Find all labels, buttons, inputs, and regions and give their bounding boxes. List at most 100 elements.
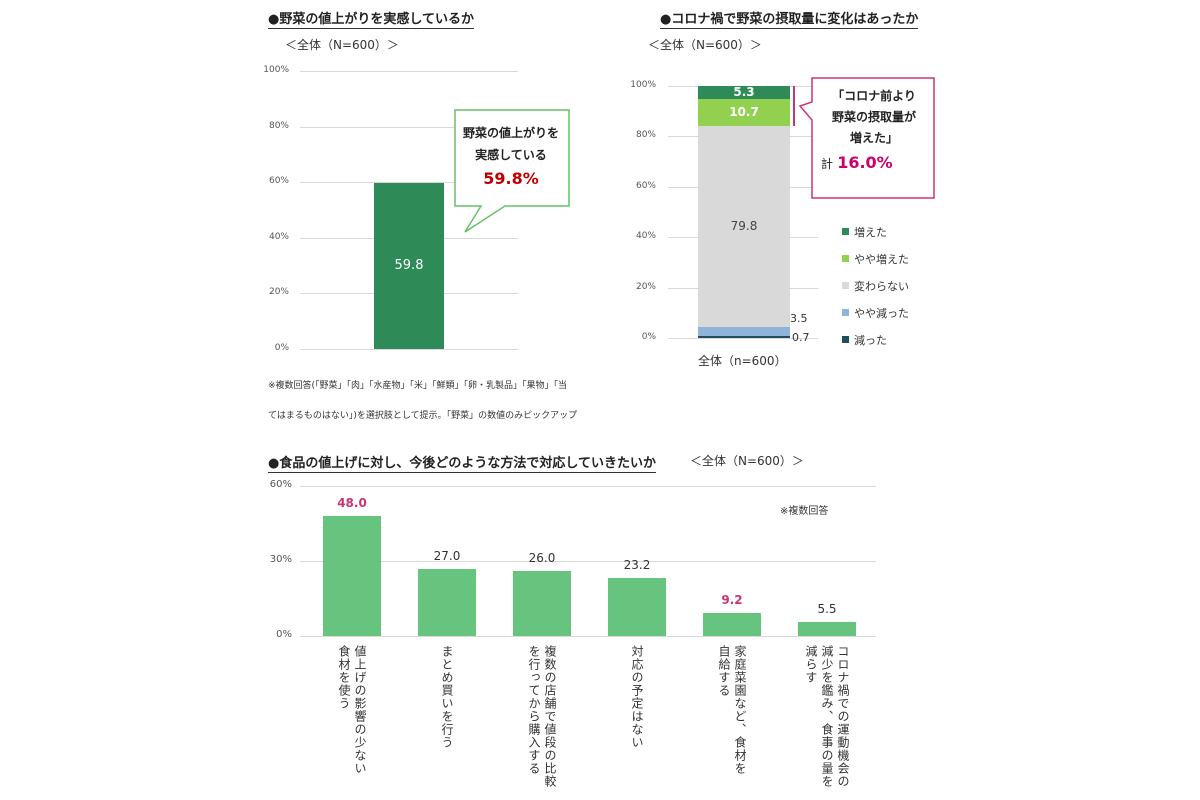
- chart3-bar-5: [798, 622, 856, 636]
- chart1-bar-value-label: 59.8: [394, 257, 424, 273]
- chart2-category-label: 全体（n=600）: [698, 354, 787, 368]
- chart2-legend: 増えたやや増えた変わらないやや減った減った: [842, 218, 909, 353]
- chart2-label-decreased: 0.7: [792, 331, 810, 344]
- chart2-label-slightly-decreased: 3.5: [790, 312, 808, 325]
- chart1-subtitle: ＜全体（N=600）＞: [285, 38, 399, 52]
- chart2-callout-line3: 増えた」: [849, 131, 898, 145]
- chart3-bar-2: [513, 571, 571, 636]
- chart1-ytick: 60%: [268, 176, 289, 187]
- chart3-category-label-5: コロナ禍での運動機会の 減少を鑑み、食事の量を 減らす: [803, 645, 851, 795]
- chart3-gridline: [300, 636, 876, 637]
- chart1-gridline: [300, 182, 518, 184]
- chart3-category-line: 対応の予定はない: [630, 645, 644, 749]
- chart3-ytick: 60%: [269, 479, 292, 490]
- chart2-legend-swatch: [842, 309, 849, 316]
- chart3-bar-0: [323, 516, 381, 636]
- chart1-gridline: [300, 349, 518, 350]
- chart3-ytick: 30%: [269, 554, 292, 565]
- chart3-subtitle: ＜全体（N=600）＞: [690, 454, 804, 468]
- chart2-legend-item: 変わらない: [842, 272, 909, 299]
- chart3-category-line: まとめ買いを行う: [440, 645, 454, 749]
- chart2-ytick: 40%: [635, 231, 656, 242]
- chart2-callout-shape: [798, 77, 935, 199]
- chart3-gridline: [300, 486, 876, 487]
- chart2-callout-total: 16.0%: [837, 153, 893, 172]
- chart3-ytick: 0%: [276, 629, 292, 640]
- chart1-ytick: 0%: [274, 343, 289, 353]
- chart1-ytick: 40%: [268, 231, 289, 242]
- chart2-legend-label: 増えた: [854, 225, 887, 239]
- chart3-bar-4: [703, 613, 761, 636]
- chart2-title: ●コロナ禍で野菜の摂取量に変化はあったか: [660, 8, 919, 29]
- chart3-category-line: 減らす: [804, 645, 818, 684]
- chart2-legend-item: 増えた: [842, 218, 909, 245]
- chart3-category-line: コロナ禍での運動機会の: [836, 645, 850, 788]
- chart1-callout-value: 59.8%: [483, 169, 539, 188]
- chart2-ytick: 0%: [641, 332, 656, 342]
- chart2-legend-label: やや減った: [854, 306, 909, 320]
- chart2-segment-1: [698, 327, 790, 337]
- chart3-title: ●食品の値上げに対し、今後どのような方法で対応していきたいか: [268, 452, 656, 473]
- chart3-category-line: 複数の店舗で値段の比較: [543, 645, 557, 788]
- chart3-category-label-0: 値上げの影響の少ない 食材を使う: [336, 645, 368, 795]
- chart2-callout-line1: 「コロナ前より: [832, 89, 916, 103]
- chart2-segment-label-4: 5.3: [733, 84, 755, 99]
- chart3-category-label-3: 対応の予定はない: [629, 645, 645, 795]
- chart2-segment-0: [698, 336, 790, 338]
- chart3-value-label-5: 5.5: [817, 602, 837, 617]
- chart1-note-line2: てはまるものはない」)を選択肢として提示。「野菜」の数値のみピックアップ: [268, 411, 578, 421]
- chart3-category-line: 家庭菜園など、食材を: [733, 645, 747, 775]
- chart2-callout: [798, 77, 935, 199]
- chart2-ytick: 100%: [630, 80, 656, 90]
- chart2-legend-label: 変わらない: [854, 279, 909, 293]
- chart2-ytick: 80%: [635, 130, 656, 141]
- chart2-callout-line2: 野菜の摂取量が: [831, 110, 916, 124]
- chart2-ytick: 60%: [635, 180, 656, 191]
- chart2-segment-label-3: 10.7: [729, 104, 759, 119]
- chart1-callout-line1: 野菜の値上がりを: [462, 126, 559, 140]
- chart2-segment-4: [698, 86, 790, 100]
- chart3-category-label-1: まとめ買いを行う: [439, 645, 455, 795]
- chart2-subtitle: ＜全体（N=600）＞: [648, 38, 762, 52]
- chart1-ytick: 80%: [268, 120, 289, 131]
- chart3-bar-3: [608, 578, 666, 636]
- chart3-value-label-2: 26.0: [528, 551, 556, 565]
- chart2-ytick: 20%: [635, 281, 656, 292]
- chart3-category-label-4: 家庭菜園など、食材を 自給する: [716, 645, 748, 795]
- chart3-category-line: 食材を使う: [337, 645, 351, 710]
- chart1-title: ●野菜の値上がりを実感しているか: [268, 8, 474, 29]
- chart1-callout-line2: 実感している: [475, 148, 547, 162]
- chart3-note: ※複数回答: [780, 506, 829, 517]
- chart3-value-label-4: 9.2: [721, 593, 743, 607]
- chart2-legend-item: やや減った: [842, 299, 909, 326]
- chart2-segment-3: [698, 99, 790, 127]
- chart2-legend-swatch: [842, 282, 849, 289]
- chart1-callout-shape: [454, 109, 570, 233]
- chart3-category-label-2: 複数の店舗で値段の比較 を行ってから購入する: [526, 645, 558, 795]
- chart1-gridline: [300, 71, 518, 72]
- chart2-legend-swatch: [842, 336, 849, 343]
- chart2-legend-swatch: [842, 228, 849, 235]
- chart2-segment-label-2: 79.8: [730, 218, 758, 233]
- chart3-category-line: 値上げの影響の少ない: [353, 645, 367, 775]
- chart1-callout: [454, 109, 570, 233]
- chart1-note-line1: ※複数回答(「野菜」「肉」「水産物」「米」「鮮類」「卵・乳製品」「果物」「当: [268, 381, 568, 391]
- chart2-callout-text: 「コロナ前より 野菜の摂取量が 増えた」 計 16.0%: [815, 86, 933, 175]
- chart3-value-label-1: 27.0: [433, 548, 461, 563]
- chart3-bar-1: [418, 568, 476, 636]
- chart2-legend-swatch: [842, 255, 849, 262]
- chart3-category-line: 減少を鑑み、食事の量を: [820, 645, 834, 788]
- chart2-gridline: [668, 338, 818, 339]
- chart2-legend-item: 減った: [842, 326, 909, 353]
- chart2-legend-item: やや増えた: [842, 245, 909, 272]
- chart2-bracket: [793, 86, 795, 126]
- chart3-category-line: を行ってから購入する: [527, 645, 541, 775]
- chart3-gridline: [300, 561, 876, 562]
- chart1-callout-text: 野菜の値上がりを 実感している 59.8%: [455, 122, 567, 190]
- chart3-value-label-3: 23.2: [623, 558, 651, 572]
- chart1-ytick: 100%: [263, 65, 289, 75]
- chart2-callout-total-prefix: 計: [821, 157, 834, 171]
- chart1-bar: [374, 182, 444, 349]
- chart2-segment-2: [698, 126, 790, 328]
- chart2-legend-label: 減った: [854, 333, 887, 347]
